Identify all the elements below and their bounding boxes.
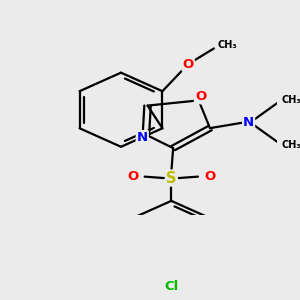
Text: O: O [183,58,194,70]
Text: N: N [137,131,148,144]
Text: CH₃: CH₃ [217,40,237,50]
Text: Cl: Cl [164,280,178,293]
Text: O: O [204,170,216,183]
Text: CH₃: CH₃ [281,94,300,105]
Text: N: N [243,116,254,129]
Text: O: O [127,170,138,183]
Text: CH₃: CH₃ [281,140,300,150]
Text: S: S [166,171,177,186]
Text: O: O [195,90,206,103]
